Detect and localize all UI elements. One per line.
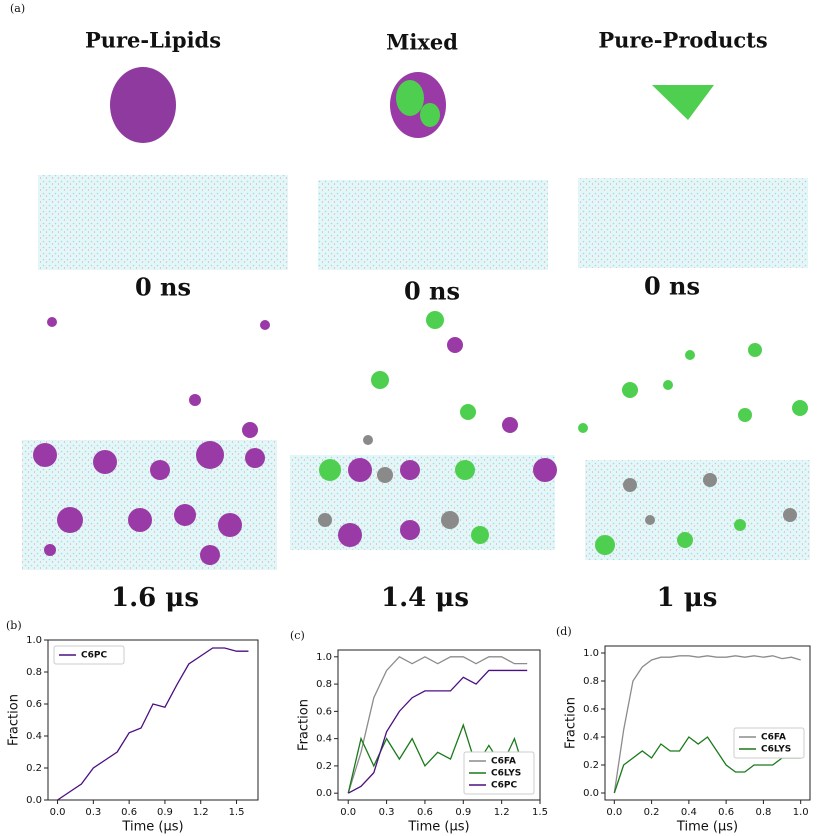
plot-frame [604, 645, 811, 801]
data-line [57, 647, 249, 801]
y-axis-label: Fraction [564, 697, 579, 749]
y-tick-label: 0.8 [583, 676, 599, 687]
x-tick-label: 0.4 [681, 807, 697, 818]
time-label: 1.6 μs [111, 583, 199, 613]
x-tick-label: 0.3 [85, 807, 101, 818]
legend-label: C6PC [81, 651, 107, 661]
time-label: 0 ns [135, 273, 191, 302]
time-label: 1.4 μs [381, 583, 469, 613]
y-tick-label: 0.0 [583, 788, 599, 799]
y-tick-label: 0.0 [26, 795, 42, 806]
y-tick-label: 0.2 [583, 760, 599, 771]
y-tick-label: 1.0 [316, 652, 332, 663]
y-tick-label: 0.6 [316, 706, 332, 717]
x-axis-label: Time (μs) [121, 820, 183, 835]
legend-box [53, 645, 125, 665]
snapshots [22, 67, 810, 570]
column-title: Pure-Products [598, 28, 767, 53]
x-axis-label: Time (μs) [407, 820, 469, 835]
x-tick-label: 1.5 [532, 807, 548, 818]
x-tick-label: 0.6 [417, 807, 433, 818]
x-axis-label: Time (μs) [676, 820, 738, 835]
x-tick-label: 1.0 [793, 807, 809, 818]
y-tick-label: 0.2 [316, 761, 332, 772]
x-tick-label: 1.2 [494, 807, 510, 818]
data-line [613, 655, 801, 794]
plot-frame [337, 649, 541, 801]
y-tick-label: 0.4 [26, 731, 42, 742]
time-label: 0 ns [404, 277, 460, 306]
y-tick-label: 0.6 [583, 704, 599, 715]
y-tick-label: 0.2 [26, 763, 42, 774]
panel-label: (b) [6, 619, 22, 632]
legend-label: C6PC [491, 781, 517, 791]
data-line [613, 736, 801, 794]
figure-label: (a) [10, 2, 25, 15]
x-tick-label: 1.5 [229, 807, 245, 818]
y-axis-label: Fraction [297, 699, 312, 751]
y-tick-label: 1.0 [26, 635, 42, 646]
time-label: 0 ns [644, 272, 700, 301]
x-tick-label: 0.0 [606, 807, 622, 818]
data-line [347, 656, 528, 794]
legend-box [733, 727, 805, 759]
x-tick-label: 0.3 [379, 807, 395, 818]
x-tick-label: 0.6 [718, 807, 734, 818]
y-tick-label: 0.0 [316, 788, 332, 799]
data-line [347, 669, 528, 794]
column-title: Pure-Lipids [85, 28, 221, 53]
plot-frame [47, 639, 259, 801]
legend-label: C6FA [491, 757, 516, 767]
legend-box [463, 751, 535, 795]
x-tick-label: 0.0 [340, 807, 356, 818]
y-tick-label: 0.4 [316, 734, 332, 745]
y-tick-label: 0.8 [316, 679, 332, 690]
x-tick-label: 0.9 [455, 807, 471, 818]
legend-label: C6LYS [761, 745, 791, 755]
panel-label: (c) [290, 629, 305, 642]
x-tick-label: 0.6 [121, 807, 137, 818]
legend-label: C6FA [761, 733, 786, 743]
y-tick-label: 0.4 [583, 732, 599, 743]
panel-label: (d) [556, 625, 572, 638]
y-tick-label: 0.6 [26, 699, 42, 710]
x-tick-label: 0.2 [644, 807, 660, 818]
column-title: Mixed [386, 30, 458, 55]
x-tick-label: 1.2 [193, 807, 209, 818]
time-label: 1 μs [657, 583, 718, 613]
y-tick-label: 1.0 [583, 648, 599, 659]
x-tick-label: 0.9 [157, 807, 173, 818]
y-axis-label: Fraction [7, 694, 22, 746]
x-tick-label: 0.8 [755, 807, 771, 818]
legend-label: C6LYS [491, 769, 521, 779]
y-tick-label: 0.8 [26, 667, 42, 678]
x-tick-label: 0.0 [50, 807, 66, 818]
